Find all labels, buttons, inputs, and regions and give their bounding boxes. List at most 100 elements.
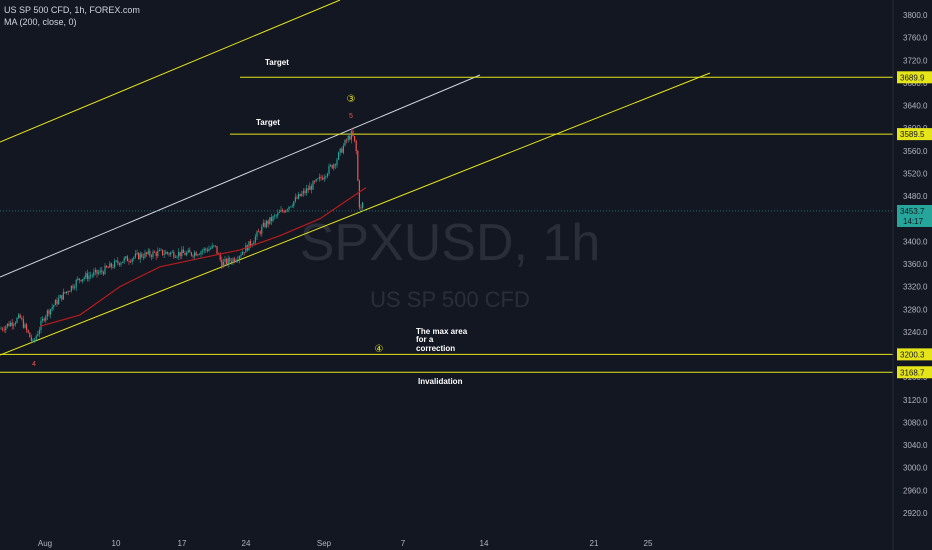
candle-body [357,151,359,181]
candle-body [194,252,196,257]
time-tick-label: 21 [590,539,599,548]
candle-body [45,316,47,321]
candle-body [290,206,292,208]
candle-body [320,176,322,179]
price-tick-label: 3000.0 [903,464,928,473]
candle-body [269,217,271,224]
candle-body [82,278,84,282]
candle-body [138,252,140,260]
candle-body [214,245,216,247]
candle-body [123,258,125,262]
candle-body [5,326,7,331]
candle-body [198,254,200,256]
candle-body [338,152,340,160]
candle-body [266,220,268,227]
symbol-title[interactable]: US SP 500 CFD, 1h, FOREX.com [4,5,140,15]
level-price-text: 3168.7 [900,368,925,377]
candle-body [278,212,280,213]
candle-body [166,251,168,254]
candle-body [189,250,191,253]
candle-body [154,251,156,253]
candle-body [42,318,44,321]
candle-body [307,188,309,190]
candle-body [256,231,258,237]
candle-body [58,298,60,305]
candle-body [70,285,72,292]
candle-body [224,259,226,262]
candle-body [264,222,266,227]
candle-body [213,245,215,247]
candle-body [211,245,213,249]
candle-body [75,280,77,288]
price-level-labels: 3689.9 3589.5 3200.3 3168.7 3453.714:17 [897,71,932,379]
candle-body [149,250,151,256]
candle-body [96,269,98,274]
candle-body [245,245,247,253]
watermark-ticker: SPXUSD, 1h [300,214,601,272]
candles [0,127,364,344]
candle-body [144,252,146,258]
candle-body [53,305,55,308]
indicator-title[interactable]: MA (200, close, 0) [4,17,77,27]
candle-body [328,165,330,174]
candle-body [26,324,28,330]
candle-body [69,291,71,292]
candle-body [358,180,360,208]
candle-body [160,249,162,251]
candle-body [293,201,295,206]
wave-5-marker: 5 [349,113,353,120]
candle-body [238,256,240,260]
candle-body [19,314,21,318]
candle-body [10,322,12,327]
candle-body [254,236,256,243]
time-axis[interactable]: Aug 10 17 24 Sep 7 14 21 25 [38,539,653,548]
candle-body [14,322,16,325]
candle-body [355,141,357,152]
horizontal-levels [0,76,893,373]
candle-body [155,252,157,257]
candle-body [91,275,93,277]
price-tick-label: 2960.0 [903,486,928,495]
candle-body [184,253,186,256]
price-tick-label: 3800.0 [903,11,928,20]
candle-body [150,255,152,257]
candle-body [325,176,327,178]
candle-body [8,323,10,327]
candle-body [299,194,301,197]
candle-body [102,271,104,275]
candle-body [310,186,312,190]
price-tick-label: 3680.0 [903,79,928,88]
wave-4-low-marker: 4 [32,361,36,368]
candle-body [237,259,239,261]
candle-body [2,328,4,330]
trend-channels [0,0,711,356]
candle-body [85,273,87,278]
candle-body [16,318,18,323]
candle-body [86,273,88,280]
target-upper-label: Target [265,58,289,67]
candle-body [158,249,160,251]
candle-body [318,176,320,179]
candle-body [35,336,37,340]
candle-body [104,265,106,275]
candle-body [349,136,351,140]
candle-body [285,210,287,213]
candle-body [170,252,172,255]
candle-body [18,314,20,319]
candle-body [230,261,232,263]
level-price-tag [897,71,932,84]
candle-body [250,241,252,246]
candle-body [94,269,96,272]
candle-body [83,277,85,279]
candle-body [258,231,260,233]
candle-body [267,220,269,224]
candle-body [128,261,130,263]
candle-body [360,207,362,209]
candle-body [229,258,231,262]
price-tick-label: 3360.0 [903,260,928,269]
candle-body [205,248,207,250]
wave-3-marker: ③ [347,94,356,105]
time-tick-label: 10 [112,539,121,548]
price-tick-label: 3480.0 [903,192,928,201]
